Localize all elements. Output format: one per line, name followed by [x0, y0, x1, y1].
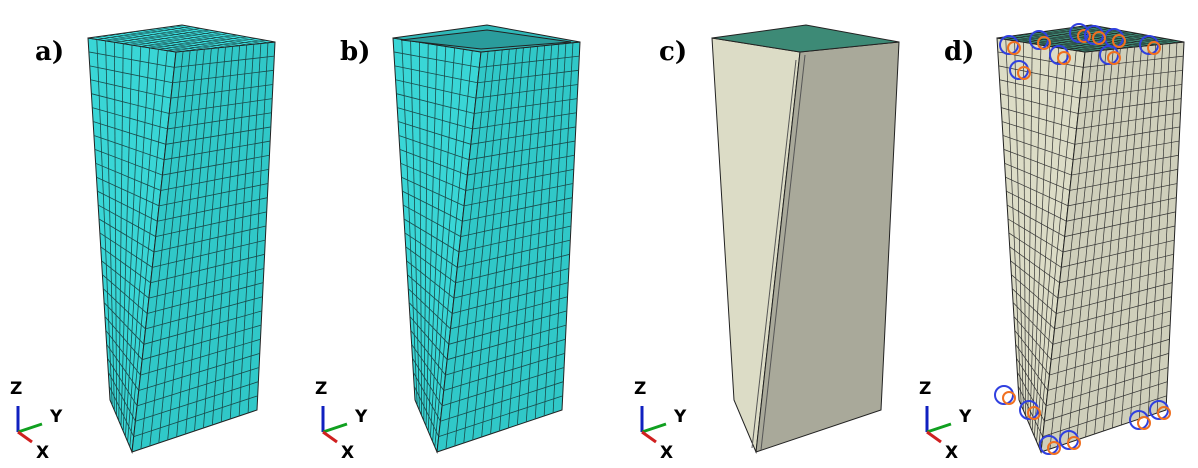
axis-label: Y	[958, 407, 972, 427]
axis-label: Z	[919, 379, 931, 399]
panel: c) Z YX	[634, 25, 899, 463]
panel: a) Z YX	[10, 25, 275, 463]
axis-y	[18, 424, 42, 432]
axis-label: X	[36, 443, 49, 463]
axis-y	[642, 424, 666, 432]
axis-label: X	[341, 443, 354, 463]
axis-x	[18, 432, 32, 442]
axis-label: Y	[49, 407, 63, 427]
axis-label: Z	[315, 379, 327, 399]
axis-label: X	[945, 443, 958, 463]
axis-label: Z	[634, 379, 646, 399]
axis-y	[927, 424, 951, 432]
figure: a)ZYXb)ZYXc)ZYXd)ZYX	[0, 0, 1198, 468]
panel-label: d)	[944, 37, 974, 67]
axis-x	[642, 432, 656, 442]
panel: d) Z YX	[919, 24, 1184, 463]
axis-label: X	[660, 443, 673, 463]
axis-y	[323, 424, 347, 432]
axis-x	[323, 432, 337, 442]
panel-label: a)	[35, 37, 64, 67]
axis-x	[927, 432, 941, 442]
panel: b) Z YX	[315, 25, 580, 463]
axis-label: Z	[10, 379, 22, 399]
panel-label: c)	[659, 37, 687, 67]
axis-label: Y	[673, 407, 687, 427]
panel-label: b)	[340, 37, 370, 67]
axis-label: Y	[354, 407, 368, 427]
